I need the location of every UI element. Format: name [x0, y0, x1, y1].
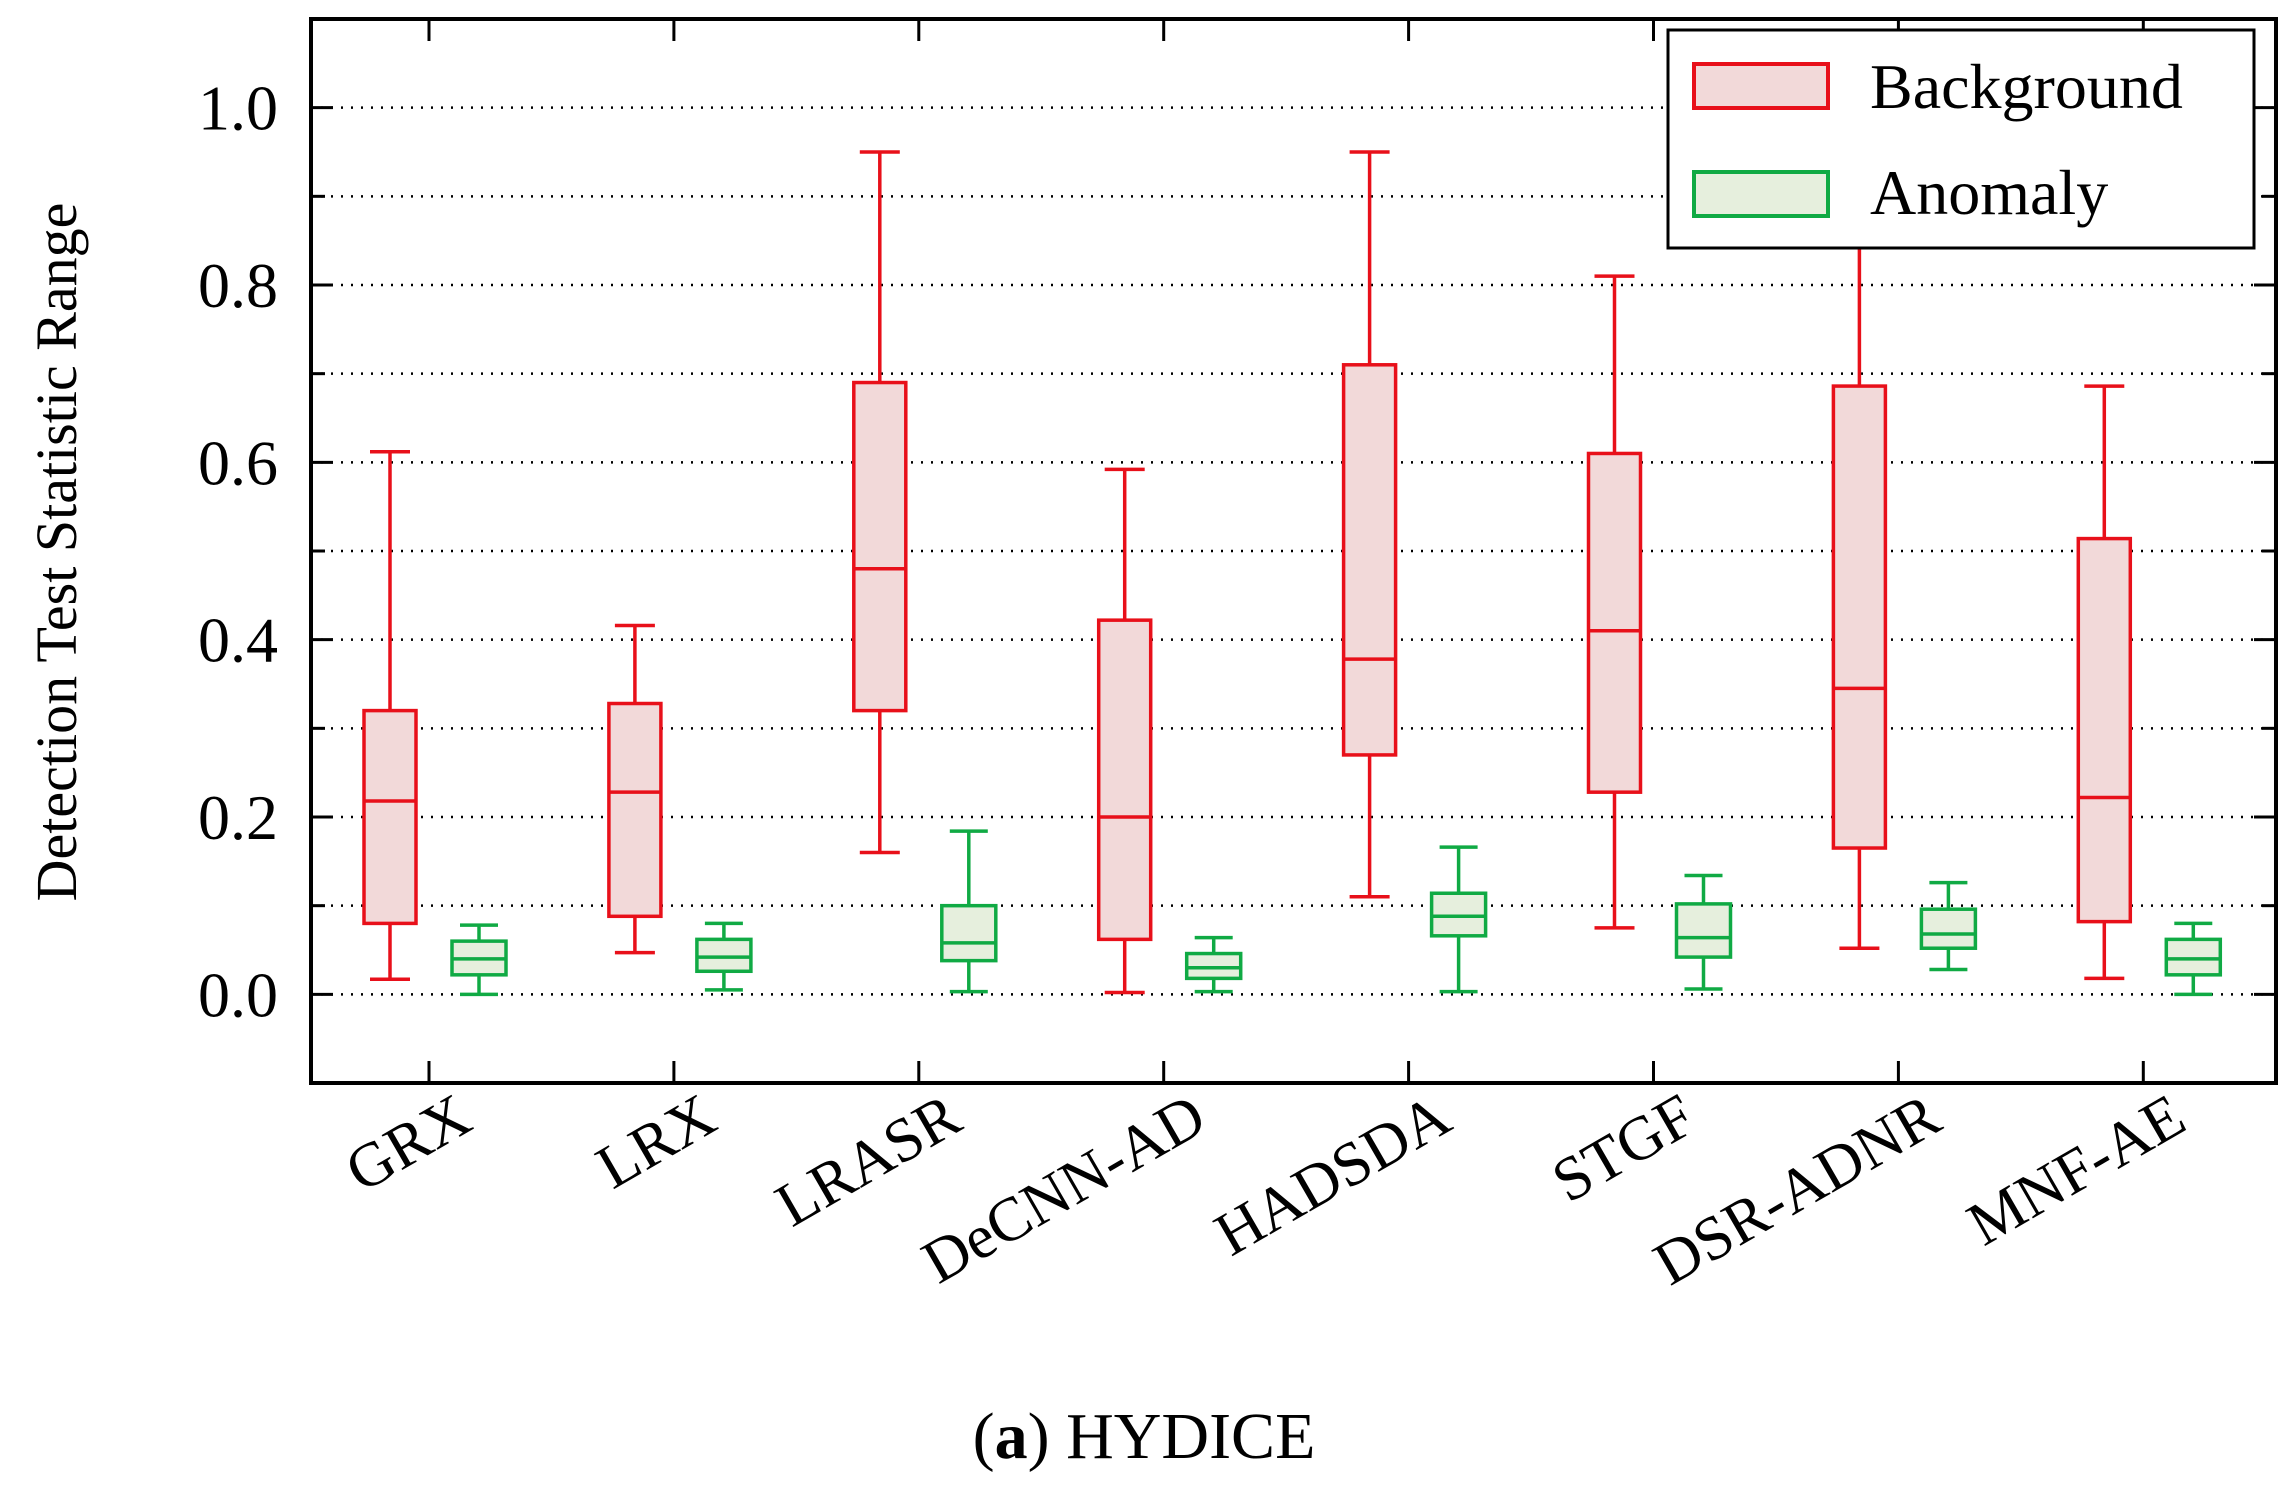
- box-background: [852, 150, 908, 855]
- box-anomaly: [1429, 845, 1488, 994]
- box-iqr: [1919, 907, 1978, 950]
- box-background: [362, 449, 418, 982]
- caption-open-paren: (: [973, 1400, 995, 1473]
- caption-dataset: HYDICE: [1050, 1400, 1316, 1473]
- plot-frame: [309, 17, 2278, 1085]
- category-label: HADSDA: [1204, 1081, 1462, 1269]
- box-iqr: [940, 903, 998, 963]
- legend-label-anomaly: Anomaly: [1870, 157, 2108, 228]
- category-label: GRX: [335, 1081, 482, 1205]
- box-anomaly: [940, 829, 998, 994]
- y-tick-label: 0.0: [198, 959, 278, 1030]
- legend-swatch-anomaly: [1692, 170, 1830, 218]
- box-iqr: [2076, 536, 2133, 924]
- box-background: [607, 623, 663, 955]
- box-iqr: [2164, 937, 2223, 977]
- box-iqr: [695, 937, 753, 974]
- box-iqr: [362, 708, 418, 926]
- box-iqr: [1184, 951, 1243, 981]
- category-label: LRX: [586, 1081, 727, 1202]
- box-anomaly: [1674, 873, 1733, 991]
- box-background: [1586, 274, 1643, 930]
- box-anomaly: [1919, 880, 1978, 972]
- y-axis-title: Detection Test Statistic Range: [24, 203, 89, 902]
- box-anomaly: [695, 921, 753, 992]
- category-label: LRASR: [765, 1081, 973, 1240]
- box-iqr: [1096, 618, 1153, 942]
- legend-swatch-background: [1692, 62, 1830, 110]
- y-axis: 0.0 0.2 0.4 0.6 0.8 1.0: [198, 73, 2276, 1030]
- category-label: DeCNN-AD: [911, 1081, 1216, 1297]
- box-background: [2076, 384, 2133, 981]
- box-iqr: [852, 380, 908, 713]
- category-label: MNF-AE: [1956, 1081, 2196, 1259]
- legend: Background Anomaly: [1666, 28, 2256, 250]
- box-background: [1096, 467, 1153, 995]
- y-tick-label: 0.6: [198, 427, 278, 498]
- box-iqr: [1674, 902, 1733, 959]
- figure-caption: (a) HYDICE: [973, 1400, 1316, 1473]
- legend-label-background: Background: [1870, 51, 2183, 122]
- box-iqr: [1831, 384, 1888, 850]
- box-iqr: [607, 701, 663, 919]
- box-iqr: [1429, 891, 1488, 938]
- boxes: [362, 150, 2223, 997]
- box-iqr: [1586, 451, 1643, 794]
- box-iqr: [1341, 363, 1398, 757]
- y-tick-label: 1.0: [198, 73, 278, 144]
- y-tick-label: 0.8: [198, 250, 278, 321]
- caption-close-paren: ): [1028, 1400, 1050, 1473]
- box-background: [1341, 150, 1398, 899]
- caption-letter: a: [995, 1400, 1028, 1473]
- box-background: [1831, 203, 1888, 950]
- box-anomaly: [450, 923, 508, 997]
- category-label: STGF: [1541, 1081, 1706, 1216]
- box-anomaly: [1184, 935, 1243, 994]
- y-tick-label: 0.2: [198, 782, 278, 853]
- y-tick-label: 0.4: [198, 605, 278, 676]
- box-anomaly: [2164, 921, 2223, 997]
